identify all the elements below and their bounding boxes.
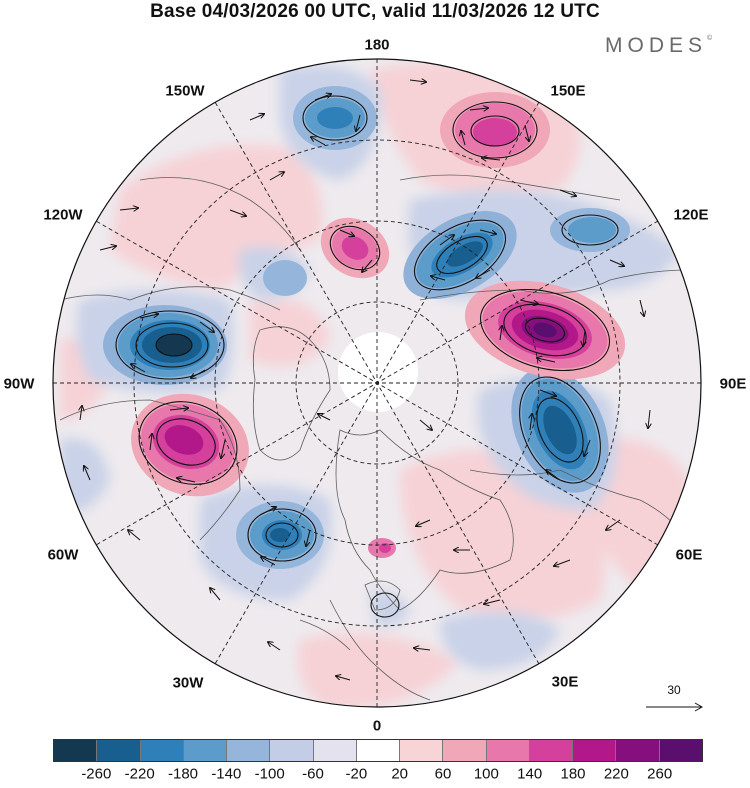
positive-anomaly-east [464, 280, 626, 380]
positive-anomaly-bering [320, 217, 390, 279]
colorbar-swatch [529, 740, 574, 761]
colorbar-swatch [443, 740, 487, 761]
colorbar-swatch [616, 740, 660, 761]
colorbar-swatch [573, 740, 617, 761]
colorbar-swatch [356, 740, 401, 761]
lon-label-90e: 90E [719, 375, 747, 393]
graticule [53, 59, 701, 707]
colorbar-tick-label: -20 [345, 765, 368, 783]
chart-title: Base 04/03/2026 00 UTC, valid 11/03/2026… [150, 1, 600, 22]
colorbar-tick-label: 100 [473, 765, 499, 783]
lon-label-150e: 150E [550, 82, 586, 100]
colorbar-tick-label: -220 [124, 765, 155, 783]
colorbar-tick-label: -180 [167, 765, 199, 783]
brand-logo: MODES© [605, 34, 712, 58]
colorbar-tick-label: 140 [517, 765, 543, 783]
lon-label-60w: 60W [47, 546, 79, 564]
colorbar [53, 739, 703, 762]
lon-label-180: 180 [364, 36, 390, 54]
positive-anomaly-europe [368, 538, 396, 558]
colorbar-tick-label: 20 [391, 765, 408, 783]
lon-label-90w: 90W [3, 375, 35, 393]
lon-label-120e: 120E [673, 206, 709, 224]
colorbar-swatch [270, 740, 314, 761]
lon-label-120w: 120W [43, 206, 83, 224]
lon-label-30w: 30W [172, 674, 204, 692]
reference-vector-label: 30 [667, 683, 681, 697]
anomaly-field [53, 59, 701, 707]
colorbar-tick-label: 220 [603, 765, 629, 783]
arrow-right-icon [646, 702, 704, 712]
colorbar-swatch [400, 740, 444, 761]
positive-anomaly-pacific [440, 92, 550, 168]
colorbar-tick-label: -140 [211, 765, 242, 783]
colorbar-tick-label: 60 [434, 765, 452, 783]
colorbar-tick-label: 180 [560, 765, 586, 783]
map-border [52, 58, 702, 708]
pole-area [338, 332, 418, 412]
colorbar-tick-label: -60 [302, 765, 324, 783]
colorbar-tick-label: 260 [647, 765, 673, 783]
lon-label-150w: 150W [165, 82, 205, 100]
colorbar-swatch [313, 740, 357, 761]
negative-anomaly-east [511, 367, 609, 493]
colorbar-swatch [183, 740, 228, 761]
colorbar-swatch [54, 740, 98, 761]
colorbar-swatch [659, 740, 702, 761]
copyright-mark: © [707, 35, 713, 42]
lon-label-60e: 60E [675, 546, 703, 564]
lon-label-0: 0 [372, 717, 382, 735]
negative-anomaly-atlantic [236, 260, 324, 569]
lon-label-30e: 30E [551, 673, 579, 691]
colorbar-tick-label: -260 [81, 765, 112, 783]
colorbar-swatch [227, 740, 271, 761]
colorbar-swatch [140, 740, 184, 761]
colorbar-swatch [486, 740, 530, 761]
brand-name: MODES [605, 34, 708, 57]
contour-lines [115, 95, 619, 618]
colorbar-swatch [97, 740, 141, 761]
wind-vectors [80, 80, 701, 681]
colorbar-tick-label: -100 [254, 765, 285, 783]
